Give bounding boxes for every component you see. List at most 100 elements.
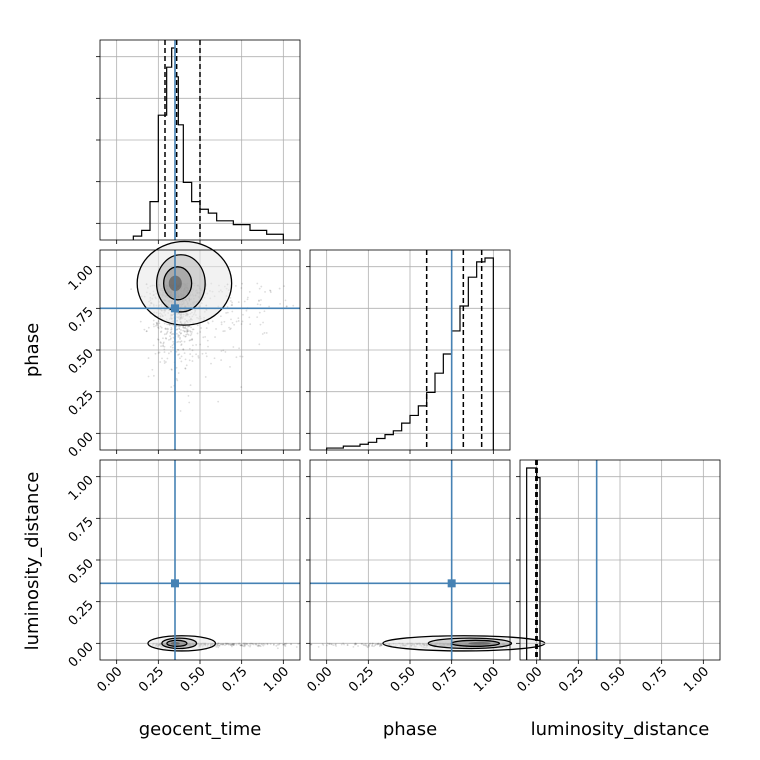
scatter-point xyxy=(231,645,233,648)
histogram-step-line xyxy=(326,257,494,450)
scatter-point xyxy=(169,338,172,341)
scatter-point xyxy=(207,321,209,324)
scatter-point xyxy=(241,320,244,323)
scatter-point xyxy=(220,350,223,352)
scatter-point xyxy=(241,355,244,358)
scatter-point xyxy=(260,299,262,301)
scatter-point xyxy=(229,300,232,302)
scatter-point xyxy=(218,644,220,647)
scatter-point xyxy=(248,642,251,645)
x-axis-label-phase: phase xyxy=(383,719,437,740)
scatter-point xyxy=(205,355,208,358)
scatter-point xyxy=(229,327,232,330)
scatter-point xyxy=(182,334,185,337)
scatter-point xyxy=(190,333,193,335)
scatter-point xyxy=(276,643,279,646)
y-tick-label: 0.00 xyxy=(66,430,97,461)
scatter-point xyxy=(278,287,281,290)
scatter-point xyxy=(179,410,182,412)
scatter-point xyxy=(172,340,175,343)
scatter-point xyxy=(220,323,223,326)
scatter-point xyxy=(170,330,173,333)
scatter-point xyxy=(284,643,287,646)
scatter-point xyxy=(172,324,175,327)
scatter-point xyxy=(380,644,382,646)
scatter-point xyxy=(265,332,268,334)
scatter-point xyxy=(165,333,168,335)
scatter-point xyxy=(242,313,244,316)
scatter-point xyxy=(364,644,367,647)
scatter-point xyxy=(229,643,232,646)
scatter-point xyxy=(205,352,207,355)
scatter-point xyxy=(362,643,365,646)
scatter-point xyxy=(260,285,263,288)
x-tick-label: 0.25 xyxy=(556,664,587,695)
scatter-point xyxy=(182,329,185,332)
scatter-point xyxy=(143,328,146,331)
scatter-point xyxy=(217,642,220,645)
scatter-point xyxy=(139,320,142,323)
scatter-point xyxy=(365,644,368,647)
scatter-point xyxy=(261,643,264,646)
scatter-point xyxy=(282,643,285,646)
scatter-point xyxy=(176,348,179,351)
scatter-point xyxy=(187,394,190,397)
scatter-point xyxy=(196,332,199,335)
scatter-point xyxy=(151,368,154,371)
scatter-point xyxy=(160,330,163,333)
scatter-point xyxy=(216,644,219,647)
scatter-point xyxy=(251,643,254,645)
scatter-point xyxy=(161,357,163,360)
scatter-point xyxy=(188,359,191,362)
scatter-point xyxy=(226,306,229,308)
scatter-point xyxy=(222,643,224,646)
scatter-point xyxy=(355,642,358,645)
scatter-point xyxy=(285,305,288,308)
scatter-point xyxy=(346,644,349,647)
scatter-point xyxy=(216,642,219,645)
scatter-point xyxy=(221,643,224,646)
scatter-point xyxy=(170,328,173,330)
scatter-point xyxy=(354,642,356,645)
scatter-point xyxy=(163,322,166,325)
scatter-point xyxy=(248,290,251,293)
scatter-point xyxy=(163,345,166,348)
scatter-point xyxy=(247,644,250,647)
scatter-point xyxy=(283,643,285,646)
scatter-point xyxy=(269,643,272,646)
scatter-point xyxy=(378,643,380,646)
scatter-point xyxy=(160,342,162,344)
scatter-point xyxy=(225,643,227,646)
scatter-point xyxy=(256,282,259,285)
scatter-point xyxy=(170,369,173,371)
scatter-point xyxy=(232,644,235,647)
scatter-point xyxy=(219,315,222,318)
scatter-point xyxy=(184,335,187,338)
scatter-point xyxy=(152,374,155,377)
scatter-point xyxy=(130,288,133,291)
scatter-point xyxy=(172,336,175,339)
scatter-point xyxy=(230,318,232,321)
scatter-point xyxy=(246,296,249,299)
scatter-point xyxy=(263,310,266,313)
scatter-point xyxy=(182,348,185,351)
scatter-point xyxy=(243,643,246,646)
y-axis-label-luminosity-distance: luminosity_distance xyxy=(22,472,43,651)
scatter-point xyxy=(156,338,159,341)
scatter-point xyxy=(168,323,171,326)
scatter-point xyxy=(185,327,188,330)
scatter-point xyxy=(239,355,242,358)
scatter-point xyxy=(219,643,222,646)
scatter-point xyxy=(155,323,158,326)
scatter-point xyxy=(177,335,180,338)
x-tick-label: 0.00 xyxy=(514,664,545,695)
scatter-point xyxy=(180,343,183,346)
scatter-point xyxy=(196,324,199,327)
scatter-point xyxy=(176,328,179,331)
scatter-point xyxy=(237,643,240,646)
scatter-point xyxy=(147,375,150,378)
scatter-point xyxy=(191,355,194,358)
scatter-point xyxy=(258,287,261,290)
scatter-point xyxy=(379,644,381,647)
